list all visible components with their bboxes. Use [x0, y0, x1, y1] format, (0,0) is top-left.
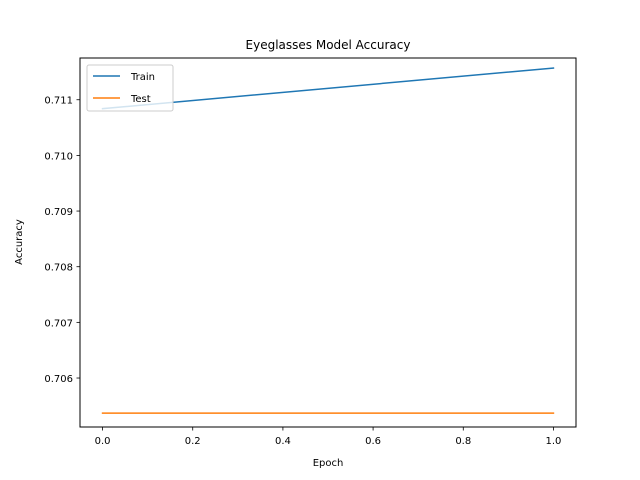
legend-label-test: Test [130, 94, 151, 105]
y-tick-label: 0.706 [44, 374, 73, 385]
x-tick-label: 0.8 [455, 436, 471, 447]
chart-title: Eyeglasses Model Accuracy [246, 38, 411, 52]
plot-area: 0.0 0.2 0.4 0.6 0.8 1.0 0.7060.7070.7080.7090… [44, 57, 577, 447]
y-tick-label: 0.710 [44, 151, 73, 162]
x-tick-label: 0.0 [95, 436, 111, 447]
x-tick-label: 0.6 [365, 436, 381, 447]
axes-frame [79, 57, 577, 428]
y-tick-label: 0.708 [44, 263, 73, 274]
y-tick-label: 0.707 [44, 318, 73, 329]
x-tick-label: 1.0 [546, 436, 562, 447]
x-axis-label: Epoch [313, 458, 344, 469]
legend: Train Test [86, 64, 174, 112]
series-line-train [101, 67, 555, 110]
x-tick-label: 0.2 [185, 436, 201, 447]
x-axis-ticks: 0.0 0.2 0.4 0.6 0.8 1.0 [95, 427, 562, 447]
legend-box [86, 64, 174, 112]
series-layer [101, 67, 555, 414]
y-axis-label: Accuracy [14, 219, 25, 265]
legend-label-train: Train [130, 72, 155, 83]
y-axis-ticks: 0.706 0.707 0.708 0.709 0.710 0.711 [44, 96, 80, 385]
y-tick-label: 0.709 [44, 207, 73, 218]
x-tick-label: 0.4 [275, 436, 291, 447]
y-tick-label: 0.711 [44, 96, 73, 107]
